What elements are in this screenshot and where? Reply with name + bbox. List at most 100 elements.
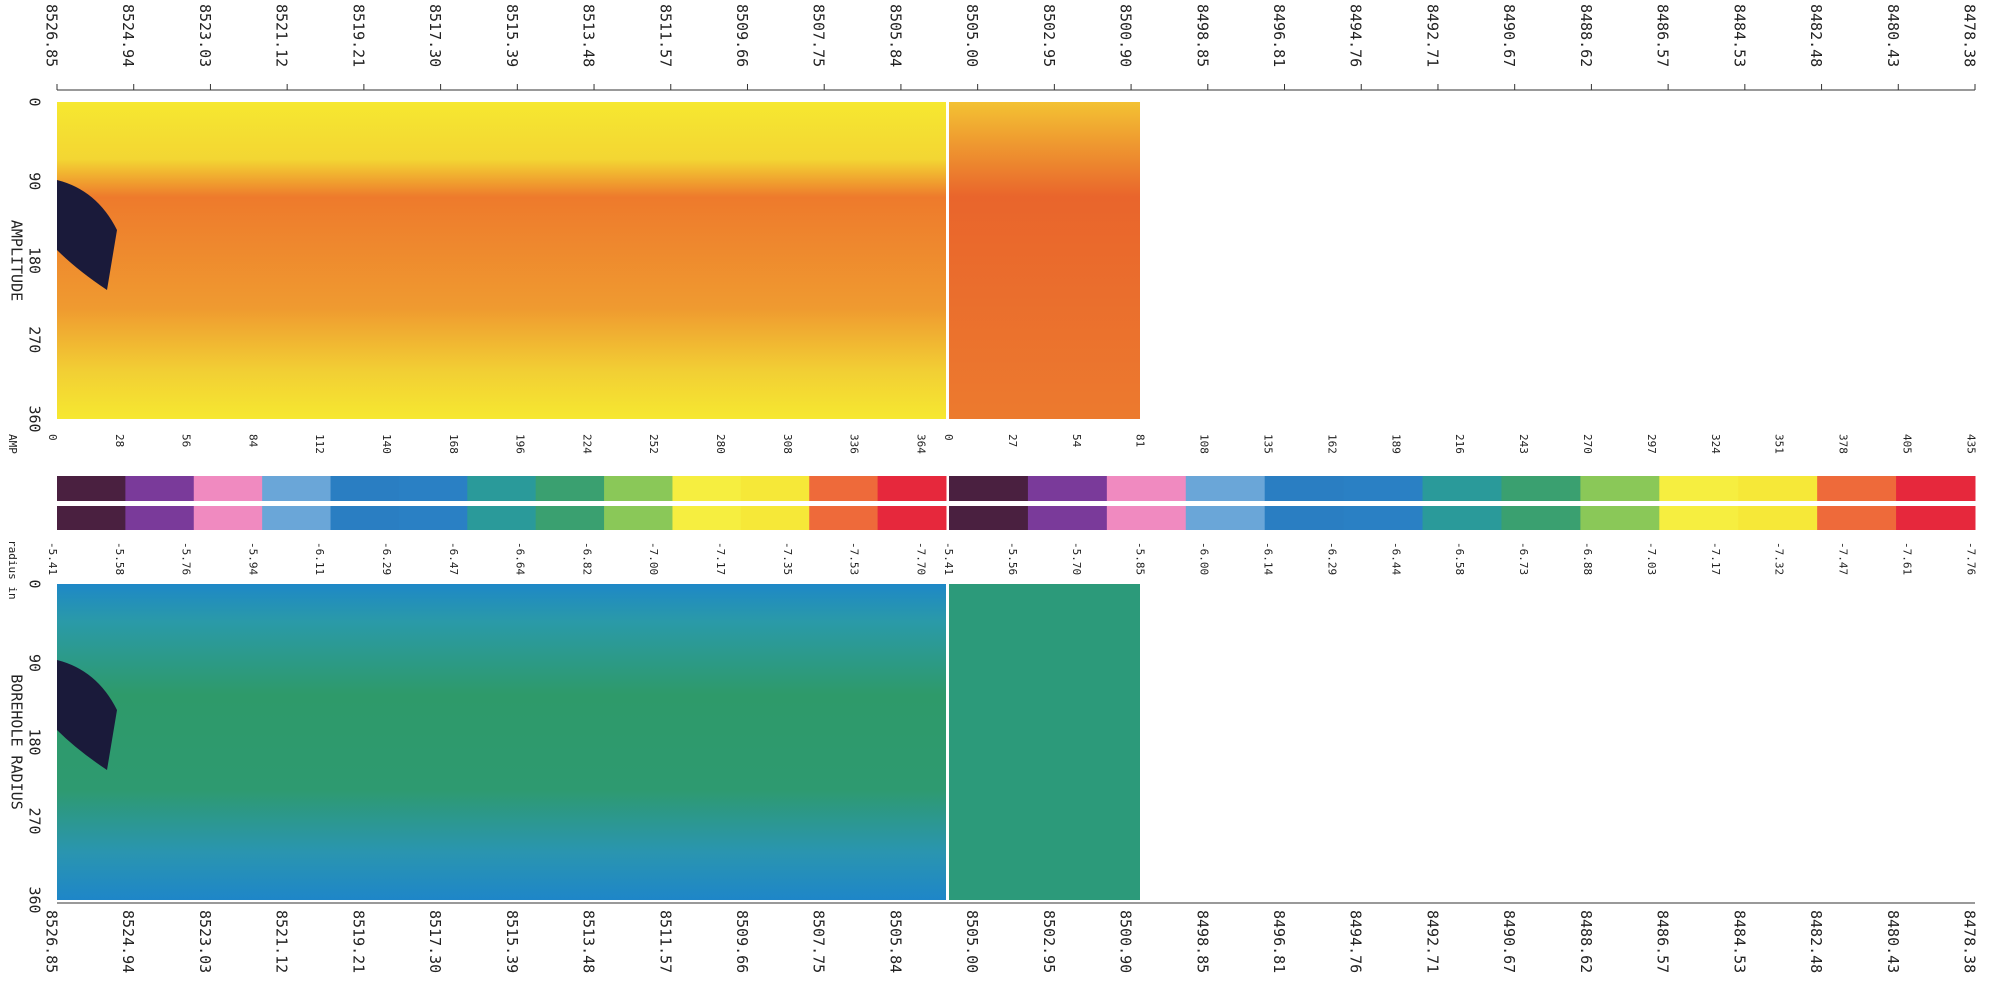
color-swatch xyxy=(1264,476,1345,501)
depth-label: 8484.53 xyxy=(1730,4,1748,67)
depth-label: 8496.81 xyxy=(1270,4,1288,67)
color-swatch xyxy=(467,476,537,501)
scale-label: 84 xyxy=(246,434,259,448)
depth-label: 8482.48 xyxy=(1807,4,1825,67)
angle-label: 90 xyxy=(26,654,44,672)
depth-label: 8486.57 xyxy=(1654,4,1672,67)
color-swatch xyxy=(398,506,468,530)
scale-label: 112 xyxy=(313,434,326,454)
depth-label: 8488.62 xyxy=(1577,910,1595,973)
color-swatch xyxy=(1027,476,1108,501)
feature xyxy=(57,180,117,290)
color-swatch xyxy=(193,476,263,501)
scale-label: 56 xyxy=(180,434,193,447)
angle-label: 0 xyxy=(26,97,44,106)
depth-label: 8494.76 xyxy=(1347,910,1365,973)
color-swatch xyxy=(57,506,126,530)
color-swatch xyxy=(535,476,605,501)
depth-label: 8519.21 xyxy=(349,910,367,973)
color-swatch xyxy=(1106,476,1187,501)
scale-label: -6.11 xyxy=(313,542,326,575)
depth-label: 8513.48 xyxy=(580,4,598,67)
scale-label: 324 xyxy=(1709,434,1722,454)
scale-label: 162 xyxy=(1325,434,1338,454)
scale-label: 308 xyxy=(781,434,794,454)
color-swatch xyxy=(1738,506,1818,530)
images xyxy=(57,89,1975,904)
color-swatch xyxy=(1896,476,1976,501)
color-swatch xyxy=(1106,506,1187,530)
scale-label: 405 xyxy=(1901,434,1914,454)
scale-label: -5.56 xyxy=(1006,542,1019,575)
scale-label: -6.82 xyxy=(580,542,593,575)
color-swatch xyxy=(467,506,537,530)
angle-label: 90 xyxy=(26,172,44,190)
scale-label: 224 xyxy=(580,434,593,454)
angle-label: 270 xyxy=(26,807,44,834)
color-swatch xyxy=(1659,476,1739,501)
depth-label: 8517.30 xyxy=(426,4,444,67)
angle-label: 180 xyxy=(26,728,44,755)
color-swatch xyxy=(125,506,195,530)
color-swatch xyxy=(1580,506,1660,530)
depth-label: 8502.95 xyxy=(1040,910,1058,973)
depth-label: 8496.81 xyxy=(1270,910,1288,973)
color-swatch xyxy=(1185,506,1266,530)
scale-label: -5.58 xyxy=(113,542,126,575)
color-swatch xyxy=(125,476,195,501)
depth-label: 8488.62 xyxy=(1577,4,1595,67)
color-swatch xyxy=(1817,506,1897,530)
depth-label: 8507.75 xyxy=(810,910,828,973)
depth-label: 8519.21 xyxy=(349,4,367,67)
scale-label: 140 xyxy=(380,434,393,454)
scale-label: 336 xyxy=(848,434,861,454)
scale-label: -7.00 xyxy=(647,542,660,575)
scale-label: -5.70 xyxy=(1070,542,1083,575)
color-swatch xyxy=(262,476,332,501)
color-swatch xyxy=(1501,506,1581,530)
color-swatch xyxy=(877,476,947,501)
color-swatch xyxy=(877,506,947,530)
depth-label: 8511.57 xyxy=(656,4,674,67)
scale-label: -6.29 xyxy=(1325,542,1338,575)
depth-label: 8526.85 xyxy=(43,4,61,67)
amplitude-image xyxy=(949,102,1140,419)
color-swatch xyxy=(949,506,1029,530)
angle-label: 0 xyxy=(26,579,44,588)
depth-label: 8498.85 xyxy=(1193,910,1211,973)
color-swatch xyxy=(262,506,332,530)
depth-label: 8484.53 xyxy=(1730,910,1748,973)
scale-label: -6.73 xyxy=(1517,542,1530,575)
color-swatch xyxy=(604,476,673,501)
depth-label: 8509.66 xyxy=(733,910,751,973)
depth-label: 8492.71 xyxy=(1423,910,1441,973)
scale-label: 27 xyxy=(1006,434,1019,447)
scale-label: -6.14 xyxy=(1262,542,1275,575)
amplitude-image xyxy=(57,102,946,419)
depth-label: 8521.12 xyxy=(273,4,291,67)
color-swatch xyxy=(1896,506,1976,530)
scale-title: AMP xyxy=(6,434,19,454)
scale-label: -5.85 xyxy=(1134,542,1147,575)
depth-label: 8482.48 xyxy=(1807,910,1825,973)
scale-label: 243 xyxy=(1517,434,1530,454)
depth-label: 8500.90 xyxy=(1117,910,1135,973)
color-swatch xyxy=(1817,476,1897,501)
scale-label: 280 xyxy=(714,434,727,454)
depth-label: 8515.39 xyxy=(503,910,521,973)
angle-label: 270 xyxy=(26,326,44,353)
angle-label: 360 xyxy=(26,405,44,432)
color-swatch xyxy=(1659,506,1739,530)
depth-label: 8480.43 xyxy=(1884,4,1902,67)
color-swatch xyxy=(330,506,400,530)
scale-title: radius in xyxy=(6,540,19,600)
scale-label: -5.41 xyxy=(46,542,59,575)
scale-label: -5.41 xyxy=(942,542,955,575)
scale-label: 297 xyxy=(1645,434,1658,454)
scale-label: 378 xyxy=(1837,434,1850,454)
color-swatch xyxy=(672,476,742,501)
depth-label: 8500.90 xyxy=(1117,4,1135,67)
depth-label: 8524.94 xyxy=(119,4,137,67)
scale-label: -7.47 xyxy=(1837,542,1850,575)
